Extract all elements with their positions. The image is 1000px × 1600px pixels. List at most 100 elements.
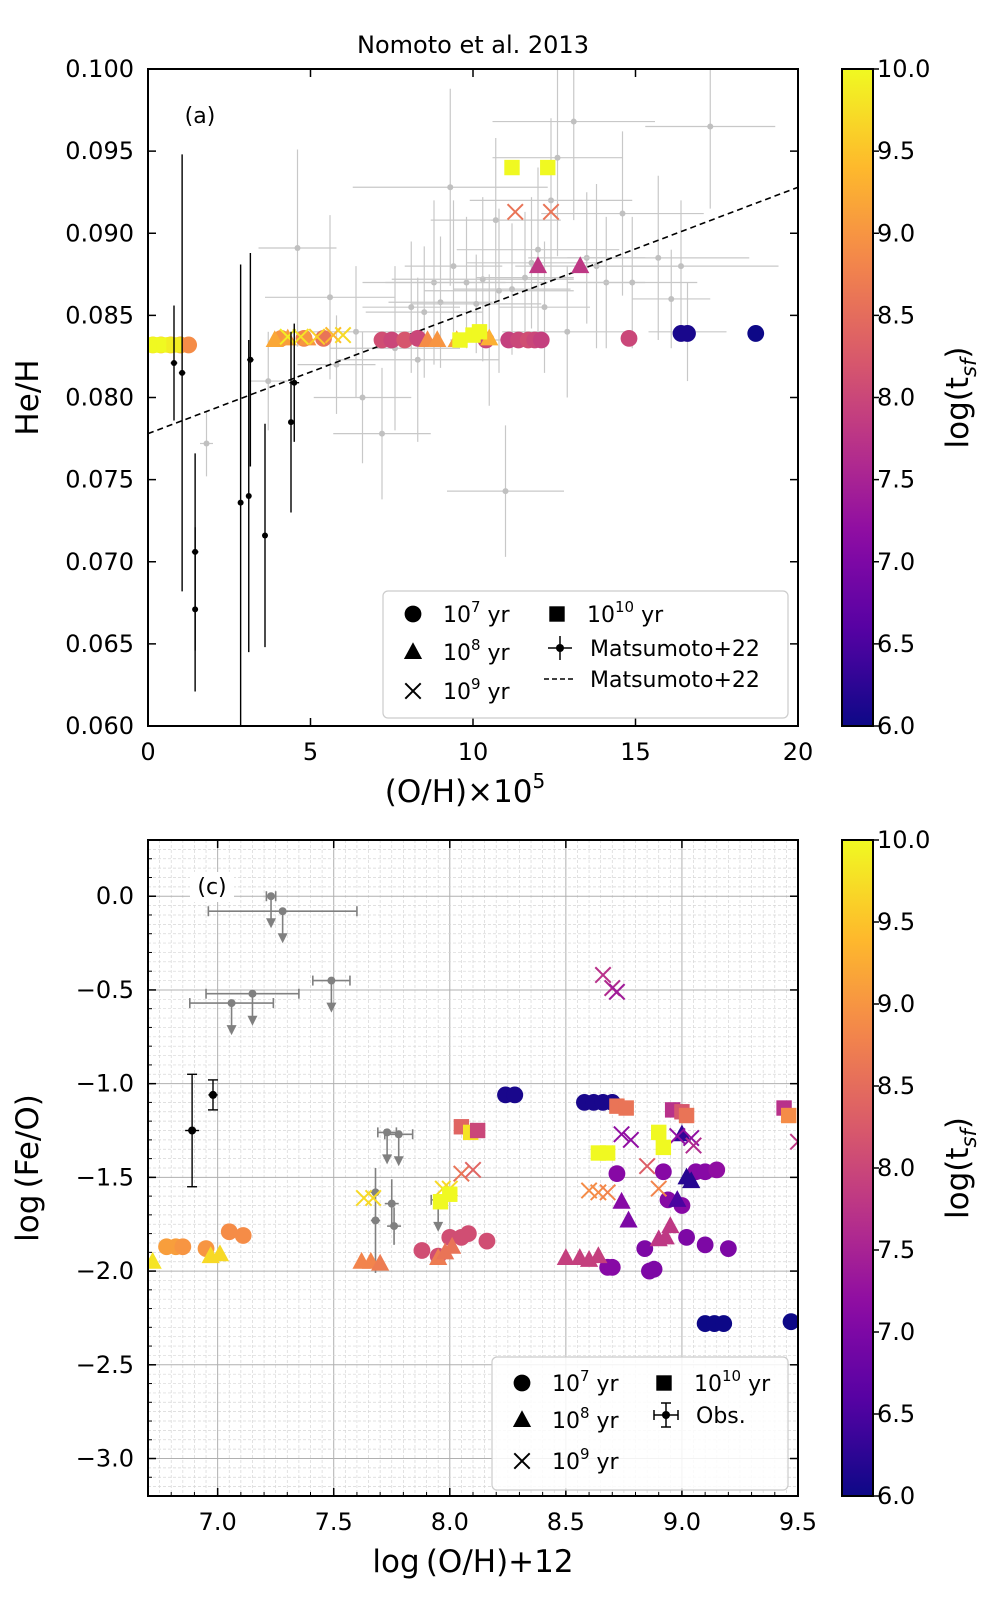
data-point: [603, 1258, 621, 1276]
data-point: [708, 1161, 726, 1179]
data-point: [506, 203, 524, 221]
data-point: [618, 1100, 634, 1116]
colorbar-tick-label: 7.5: [877, 466, 915, 494]
background-point: [336, 277, 499, 442]
point: [394, 1130, 403, 1139]
legend-label-unit: yr: [481, 641, 511, 666]
upper-limit: [383, 1129, 414, 1167]
legend-label: 109 yr: [443, 675, 511, 705]
gray-observation: [384, 1179, 399, 1228]
observation: [208, 1079, 218, 1111]
colorbar-fill: [841, 68, 874, 727]
marker-stroke: [789, 1133, 798, 1144]
point: [387, 1199, 396, 1208]
point: [171, 360, 177, 367]
point: [227, 999, 236, 1008]
data-point: [364, 1189, 382, 1207]
legend-label-unit: yr: [481, 680, 511, 705]
colorbar-tick-label: 9.0: [877, 219, 915, 247]
colorbar-tick-label: 8.0: [877, 1154, 915, 1182]
point: [390, 1222, 399, 1231]
marker-stroke: [638, 1157, 656, 1175]
colorbar-tick-label: 7.0: [877, 548, 915, 576]
data-point: [471, 324, 488, 340]
chart-title: Nomoto et al. 2013: [357, 31, 589, 59]
legend-label-unit: yr: [590, 1409, 620, 1434]
observation: [170, 305, 178, 421]
series-square: [432, 1098, 797, 1210]
point: [379, 430, 385, 437]
colorbar-label: log(tsf): [940, 1117, 981, 1219]
point: [294, 245, 301, 252]
data-point: [655, 1139, 672, 1156]
data-point: [685, 1137, 702, 1154]
observation: [288, 331, 294, 513]
x-axis-label: log (O/H)+12: [372, 1544, 573, 1580]
legend-label-unit: yr: [590, 1450, 620, 1475]
data-point: [413, 1242, 431, 1259]
data-point: [599, 1145, 616, 1161]
x-tick-label: 10: [458, 738, 489, 766]
marker-stroke: [580, 1182, 598, 1199]
data-point: [608, 983, 626, 1001]
y-axis-label: He/H: [10, 359, 46, 435]
data-point: [668, 1190, 687, 1207]
data-point: [464, 1161, 482, 1179]
point: [408, 304, 415, 311]
legend-frame: [491, 1356, 789, 1491]
marker-stroke: [464, 1161, 482, 1179]
point: [179, 369, 186, 376]
y-tick-label: 0.085: [65, 301, 134, 329]
point: [619, 210, 626, 217]
point: [554, 154, 561, 161]
y-tick-label: −1.0: [76, 1070, 134, 1098]
observation: [289, 323, 300, 442]
y-tick-label: 0.0: [96, 882, 134, 910]
legend-label-sup: 8: [471, 636, 481, 654]
marker-stroke: [668, 1127, 686, 1145]
point: [203, 440, 210, 447]
data-point: [532, 331, 550, 349]
legend-marker: [404, 682, 422, 700]
upper-limit: [265, 891, 277, 929]
legend-marker: [513, 1374, 531, 1392]
marker-stroke: [594, 966, 612, 984]
x-tick-label: 5: [303, 738, 318, 766]
data-point: [220, 1223, 238, 1241]
point: [262, 532, 268, 539]
point: [528, 259, 535, 266]
point: [463, 279, 470, 286]
data-point: [452, 1165, 470, 1183]
data-point: [443, 1236, 462, 1254]
colorbar-tick-label: 9.0: [877, 990, 915, 1018]
y-axis-label: log (Fe/O): [10, 1094, 46, 1242]
data-point: [678, 1228, 695, 1246]
marker-stroke: [452, 1165, 470, 1183]
colorbar-label-sub: sf: [957, 355, 981, 377]
data-point: [371, 1253, 390, 1271]
data-point: [234, 1227, 252, 1244]
colorbar-tick-label: 8.5: [877, 1072, 915, 1100]
legend-label-unit: yr: [741, 1372, 771, 1397]
data-point: [469, 1122, 486, 1139]
arrow-head: [382, 1154, 393, 1165]
data-point: [174, 1238, 192, 1256]
x-tick-label: 7.5: [315, 1508, 353, 1536]
data-point: [308, 328, 326, 346]
y-tick-label: 0.090: [65, 219, 134, 247]
data-point: [636, 1240, 654, 1257]
background-point: [333, 367, 431, 500]
point: [502, 488, 509, 495]
colorbar-tick-label: 10.0: [877, 55, 930, 83]
arrow-head: [266, 918, 277, 929]
point: [492, 217, 499, 224]
colorbar: 6.0 6.5 7.0 7.5 8.0 8.5 9.0 9.5 10.0 log(tsf): [841, 55, 981, 740]
legend-label-sup: 7: [471, 598, 481, 616]
data-point: [696, 1236, 714, 1254]
point: [629, 279, 636, 286]
data-point: [589, 1246, 608, 1264]
arrow-head: [247, 1015, 258, 1026]
data-point: [679, 325, 696, 342]
marker-stroke: [334, 326, 352, 344]
ticks: 7.0 7.5 8.0 8.5 9.0 9.5 0.0 −0.5 −1.0 −1.5 −2.0 −2.…: [76, 839, 817, 1536]
